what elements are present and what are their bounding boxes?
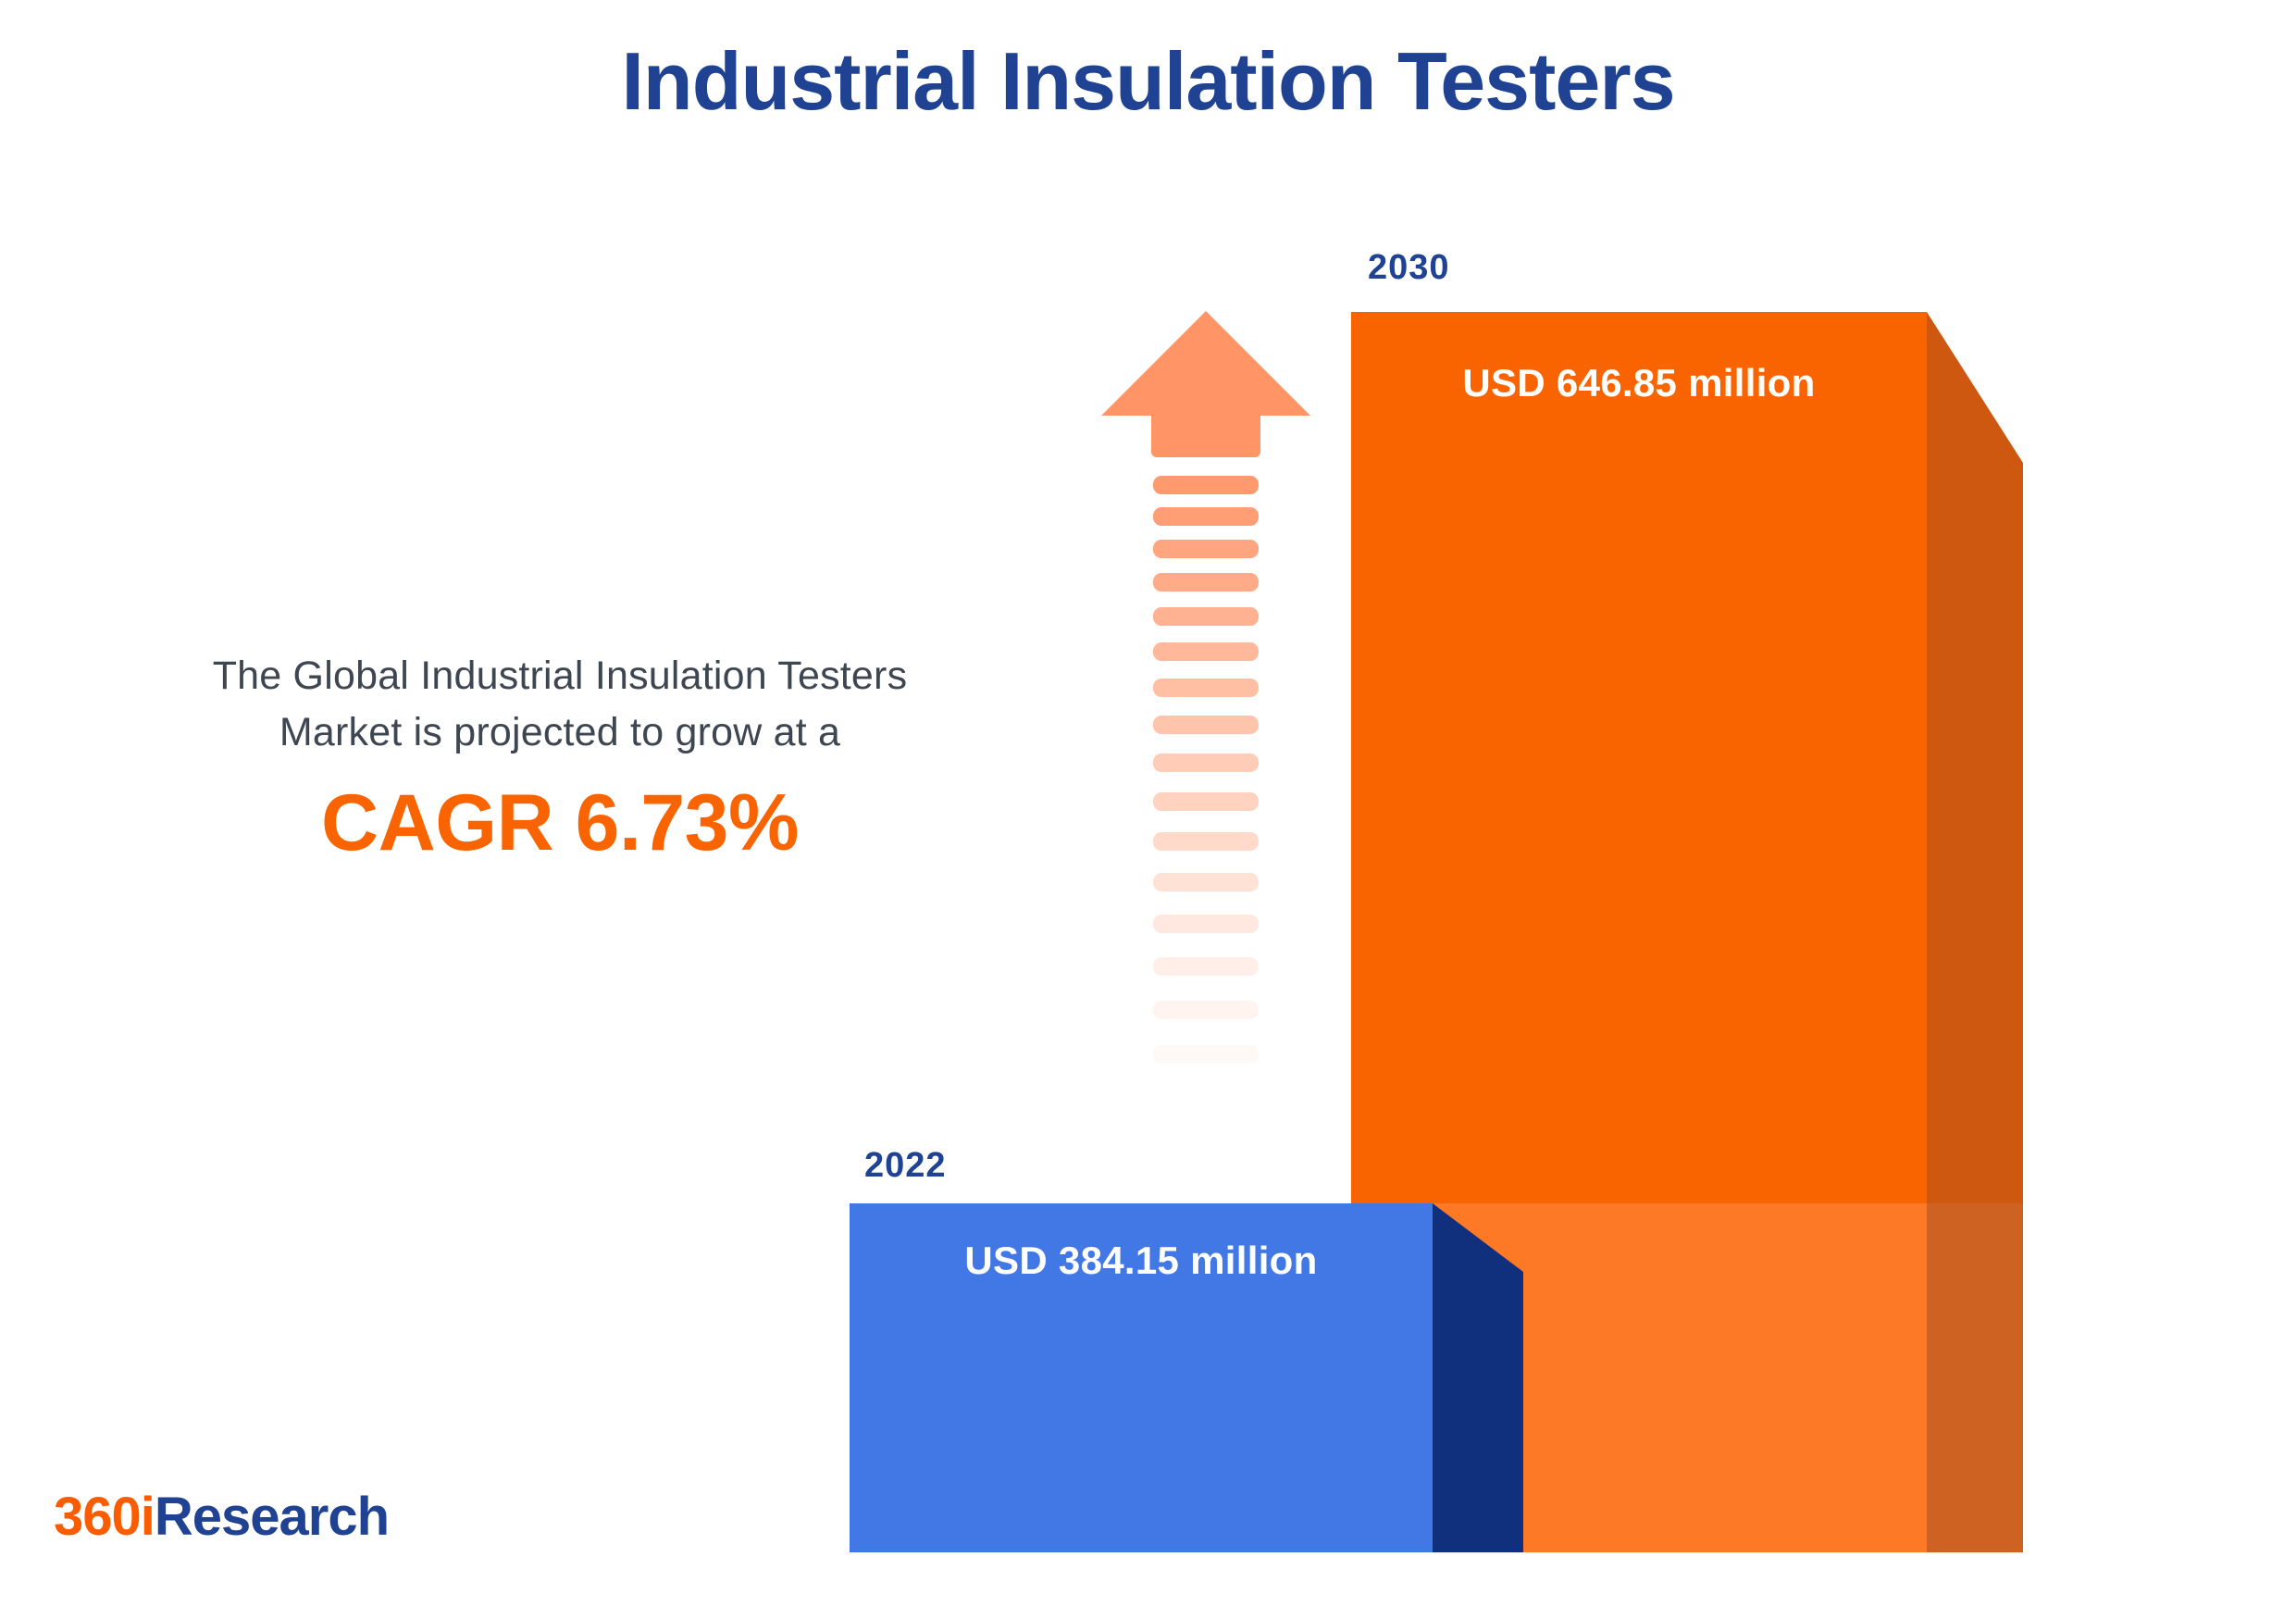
statement-line-1: The Global Industrial Insulation Testers [212, 654, 908, 698]
bar-2022-side-face [1433, 1203, 1523, 1552]
growth-arrow-icon [1101, 311, 1310, 1079]
bar-value-label-2022: USD 384.15 million [964, 1239, 1318, 1282]
bar-value-label-2030: USD 646.85 million [1462, 361, 1816, 405]
bar-2030-side-overlap-panel [1927, 1203, 2023, 1552]
bar-year-label-2030: 2030 [1368, 248, 1450, 287]
logo-word: Research [154, 1487, 390, 1547]
statement-block: The Global Industrial Insulation Testers… [56, 648, 1064, 865]
bar-year-label-2022: 2022 [864, 1146, 947, 1185]
brand-logo: 360iResearch [54, 1486, 390, 1548]
bar-2022-front-face [850, 1203, 1433, 1552]
statement-line-2: Market is projected to grow at a [279, 710, 841, 755]
cagr-value: CAGR 6.73% [321, 778, 799, 868]
page-title: Industrial Insulation Testers [621, 35, 1675, 127]
logo-num: 360i [54, 1487, 155, 1547]
